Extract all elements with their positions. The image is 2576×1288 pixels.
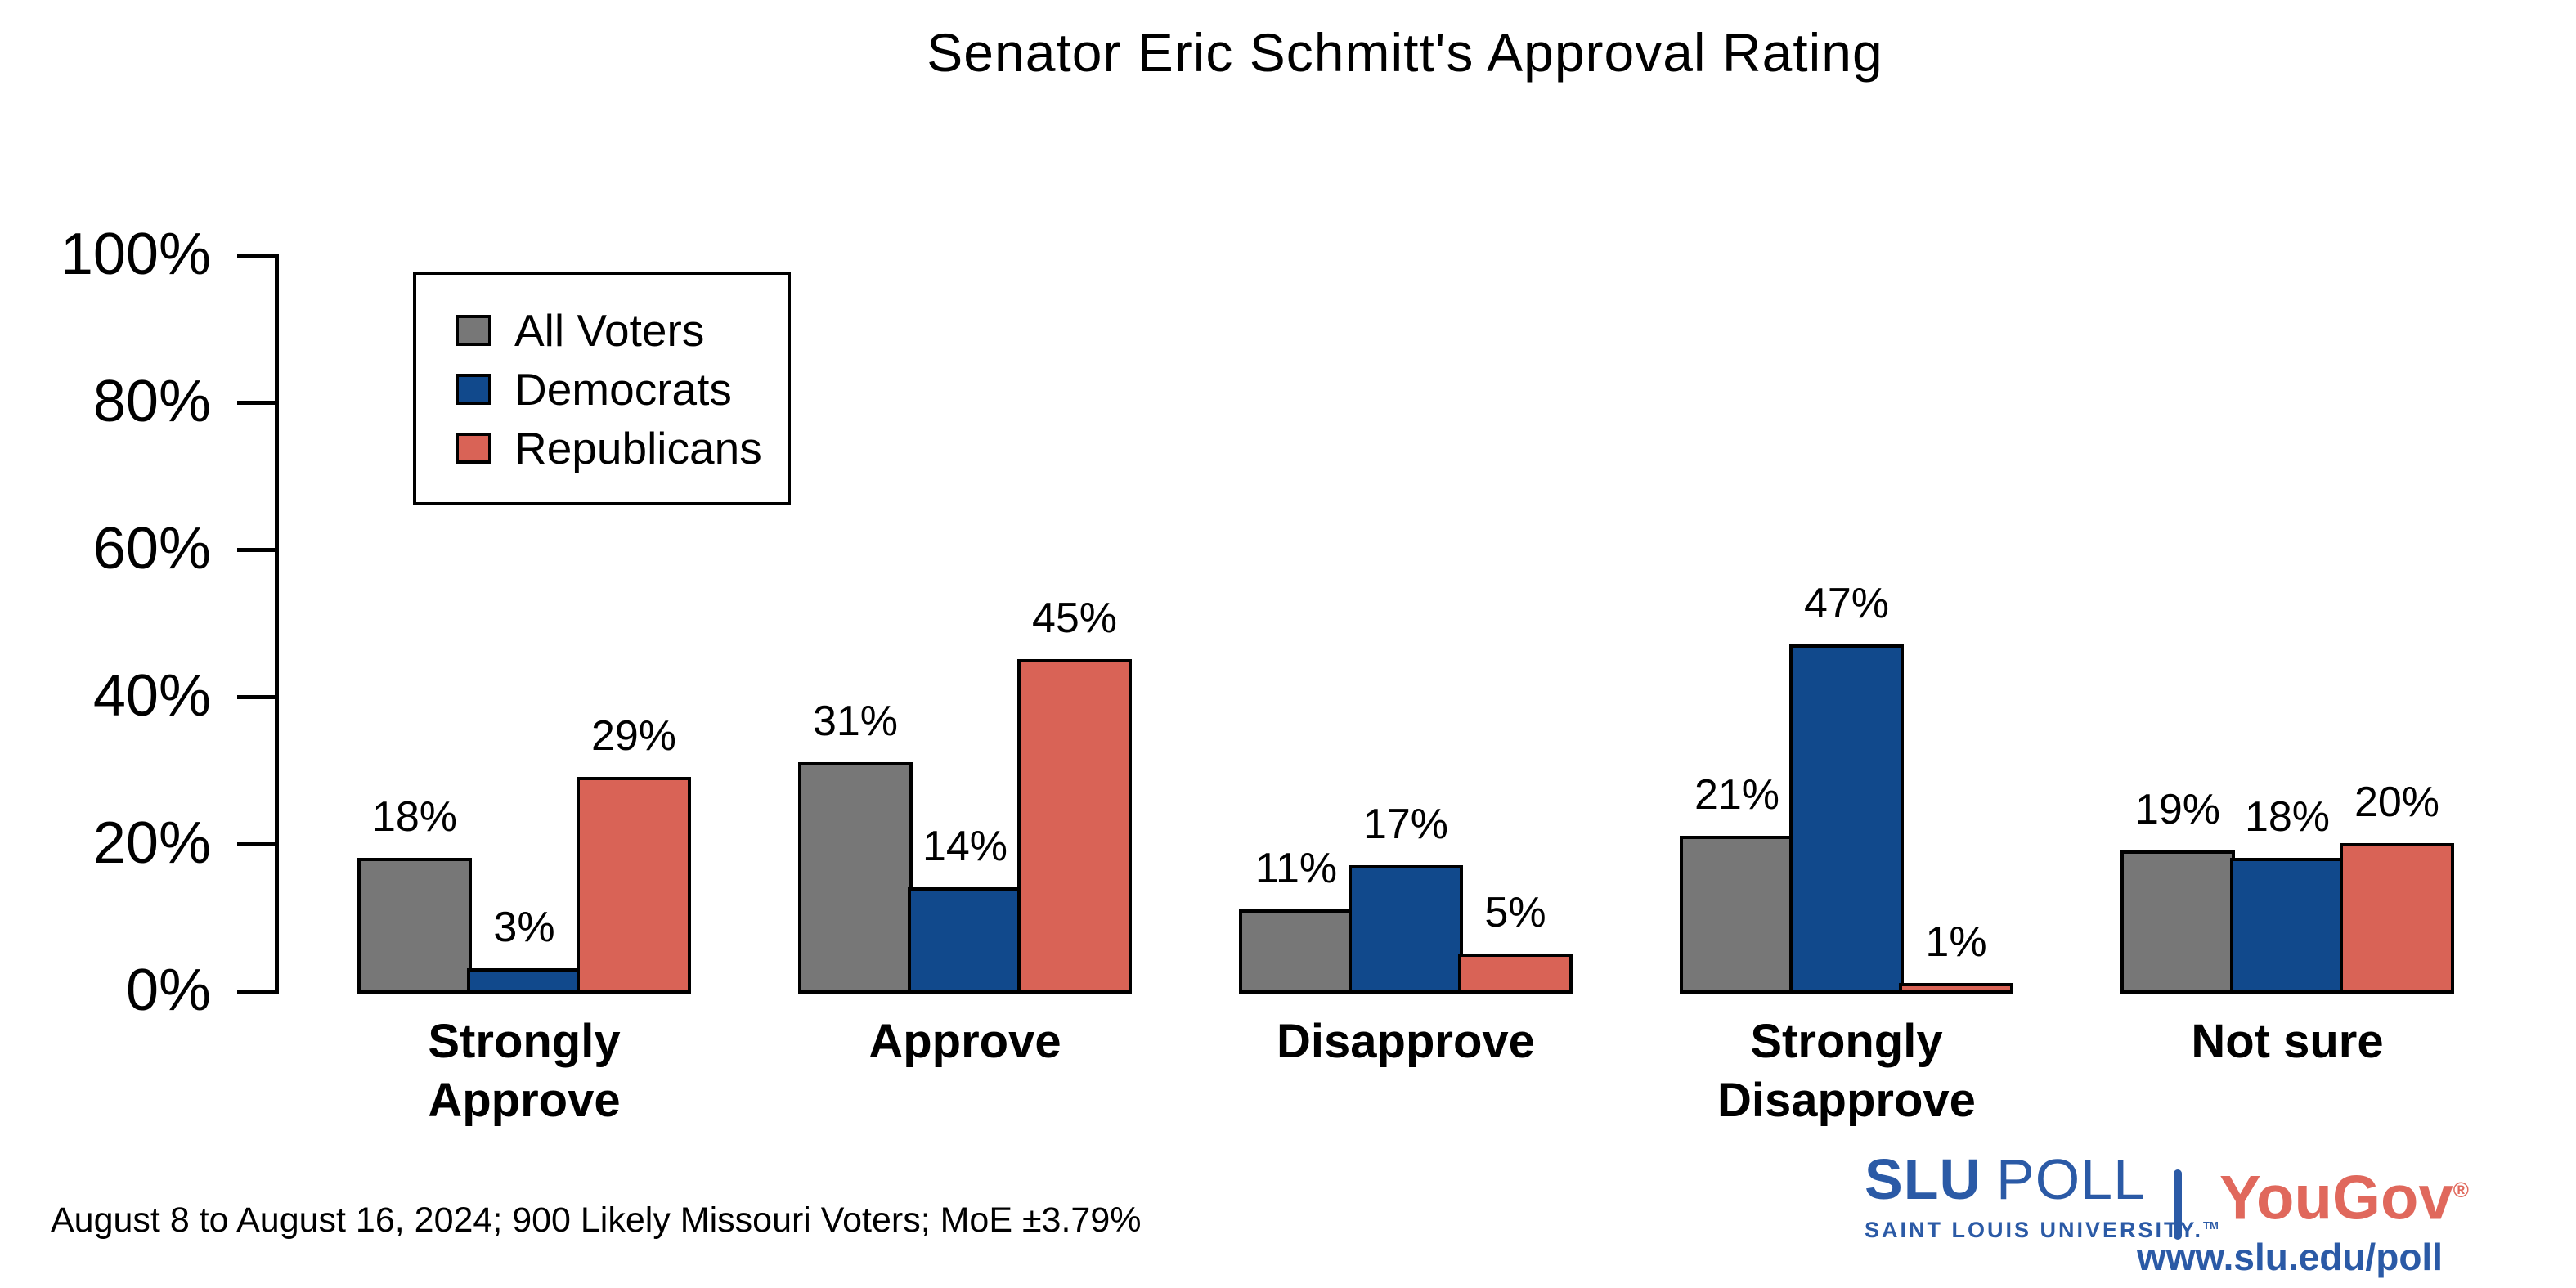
bar-value-label: 11% xyxy=(1254,845,1338,892)
bar-value-label: 18% xyxy=(371,793,458,841)
slu-subtitle-text: SAINT LOUIS UNIVERSITY. xyxy=(1865,1218,2204,1242)
slu-wordmark-bold: SLU xyxy=(1865,1147,1981,1211)
x-axis-category-label: Not sure xyxy=(2058,1012,2516,1071)
slu-poll-wordmark: SLU POLL xyxy=(1865,1150,2219,1209)
x-axis-category-label-line: Strongly xyxy=(428,1015,621,1068)
x-axis-category-label: Approve xyxy=(736,1012,1194,1071)
bar-value-label: 31% xyxy=(812,698,899,745)
trademark-symbol: TM xyxy=(2203,1219,2219,1232)
y-axis-tick-label: 0% xyxy=(125,958,211,1023)
x-axis-category-label: Disapprove xyxy=(1177,1012,1635,1071)
logo-divider xyxy=(2174,1169,2182,1240)
bar-value-label: 3% xyxy=(493,904,555,951)
chart-title: Senator Eric Schmitt's Approval Rating xyxy=(927,22,1883,83)
bar-all-voters-disapprove xyxy=(1239,909,1353,994)
bar-all-voters-not-sure xyxy=(2120,850,2235,994)
y-axis-tick-label: 100% xyxy=(60,222,211,287)
legend-swatch xyxy=(456,374,491,405)
bar-democrats-disapprove xyxy=(1349,865,1463,994)
y-axis-tick xyxy=(237,254,279,258)
x-axis-category-label: Strongly Disapprove xyxy=(1618,1012,2076,1130)
bar-democrats-strongly-disapprove xyxy=(1789,644,1904,994)
bar-value-label: 1% xyxy=(1925,918,1987,966)
bar-value-label: 14% xyxy=(922,823,1008,870)
bar-republicans-approve xyxy=(1017,659,1132,994)
yougov-wordmark: YouGov xyxy=(2219,1163,2453,1233)
x-axis-category-label-line: Disapprove xyxy=(1717,1074,1976,1127)
bar-democrats-not-sure xyxy=(2230,858,2345,994)
y-axis-tick xyxy=(237,842,279,846)
chart-legend: All Voters Democrats Republicans xyxy=(413,272,791,505)
y-axis-line xyxy=(275,254,279,994)
bar-value-label: 19% xyxy=(2134,786,2221,833)
bar-value-label: 18% xyxy=(2244,793,2331,841)
x-axis-category-label-line: Strongly xyxy=(1750,1015,1943,1068)
slu-poll-logo: SLU POLL SAINT LOUIS UNIVERSITY.TM xyxy=(1865,1150,2219,1242)
x-axis-category-label: Strongly Approve xyxy=(295,1012,753,1130)
bar-democrats-strongly-approve xyxy=(467,968,581,994)
y-axis-tick xyxy=(237,695,279,699)
bar-value-label: 17% xyxy=(1362,801,1449,848)
bar-all-voters-approve xyxy=(798,762,913,994)
x-axis-category-label-line: Disapprove xyxy=(1277,1015,1535,1068)
poll-website-url: www.slu.edu/poll xyxy=(2137,1236,2443,1278)
yougov-logo: YouGov® xyxy=(2219,1158,2469,1230)
y-axis-tick xyxy=(237,548,279,552)
y-axis-tick-label: 40% xyxy=(92,663,211,729)
bar-republicans-not-sure xyxy=(2340,843,2454,994)
x-axis-category-label-line: Approve xyxy=(428,1074,621,1127)
legend-item-democrats: Democrats xyxy=(456,364,732,415)
bar-republicans-strongly-disapprove xyxy=(1899,983,2013,994)
y-axis-tick-label: 80% xyxy=(92,369,211,434)
bar-value-label: 29% xyxy=(590,712,677,760)
slu-subtitle: SAINT LOUIS UNIVERSITY.TM xyxy=(1865,1214,2219,1242)
bar-value-label: 5% xyxy=(1484,889,1546,936)
registered-symbol: ® xyxy=(2453,1178,2469,1202)
bar-all-voters-strongly-approve xyxy=(357,858,472,994)
methodology-note: August 8 to August 16, 2024; 900 Likely … xyxy=(51,1200,1142,1240)
y-axis-tick xyxy=(237,990,279,994)
bar-democrats-approve xyxy=(908,887,1022,994)
bar-value-label: 21% xyxy=(1694,771,1780,819)
legend-swatch xyxy=(456,315,491,346)
legend-item-republicans: Republicans xyxy=(456,423,762,473)
y-axis-tick-label: 20% xyxy=(92,810,211,876)
bar-value-label: 45% xyxy=(1031,595,1118,642)
x-axis-category-label-line: Approve xyxy=(868,1015,1061,1068)
x-axis-category-label-line: Not sure xyxy=(2191,1015,2384,1068)
legend-swatch xyxy=(456,433,491,464)
legend-item-all-voters: All Voters xyxy=(456,305,705,356)
bar-value-label: 47% xyxy=(1803,580,1890,627)
bar-value-label: 20% xyxy=(2354,779,2440,826)
legend-label: Republicans xyxy=(514,423,762,473)
slu-wordmark-light: POLL xyxy=(1996,1147,2146,1211)
legend-label: Democrats xyxy=(514,364,732,415)
y-axis-tick xyxy=(237,401,279,405)
legend-label: All Voters xyxy=(514,305,705,356)
bar-republicans-disapprove xyxy=(1458,954,1573,994)
bar-republicans-strongly-approve xyxy=(577,777,691,994)
bar-all-voters-strongly-disapprove xyxy=(1680,836,1794,994)
y-axis-tick-label: 60% xyxy=(92,516,211,581)
